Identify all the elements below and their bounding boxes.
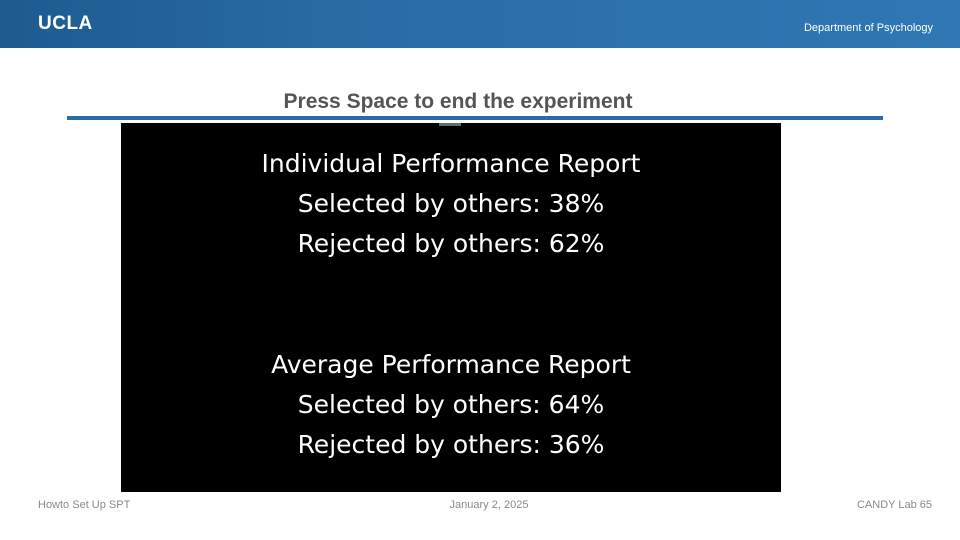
department-label: Department of Psychology bbox=[803, 22, 933, 34]
average-selected: Selected by others: 64% bbox=[297, 390, 605, 419]
individual-rejected: Rejected by others: 62% bbox=[297, 229, 605, 258]
screen-notch bbox=[439, 123, 461, 126]
footer-date: January 2, 2025 bbox=[449, 499, 529, 511]
average-rejected: Rejected by others: 36% bbox=[297, 430, 605, 459]
individual-report-heading: Individual Performance Report bbox=[261, 149, 641, 178]
individual-selected: Selected by others: 38% bbox=[297, 189, 605, 218]
header-bar: UCLA Department of Psychology bbox=[0, 0, 960, 48]
title-divider bbox=[67, 116, 883, 120]
individual-report: Individual Performance Report Selected b… bbox=[121, 144, 781, 264]
average-report: Average Performance Report Selected by o… bbox=[121, 345, 781, 465]
footer-page: CANDY Lab 65 bbox=[856, 499, 932, 511]
average-report-heading: Average Performance Report bbox=[271, 350, 631, 379]
footer-left: Howto Set Up SPT bbox=[38, 499, 131, 511]
ucla-logo: UCLA bbox=[38, 13, 93, 34]
experiment-screenshot: Individual Performance Report Selected b… bbox=[121, 123, 781, 492]
slide-title: Press Space to end the experiment bbox=[283, 90, 633, 113]
